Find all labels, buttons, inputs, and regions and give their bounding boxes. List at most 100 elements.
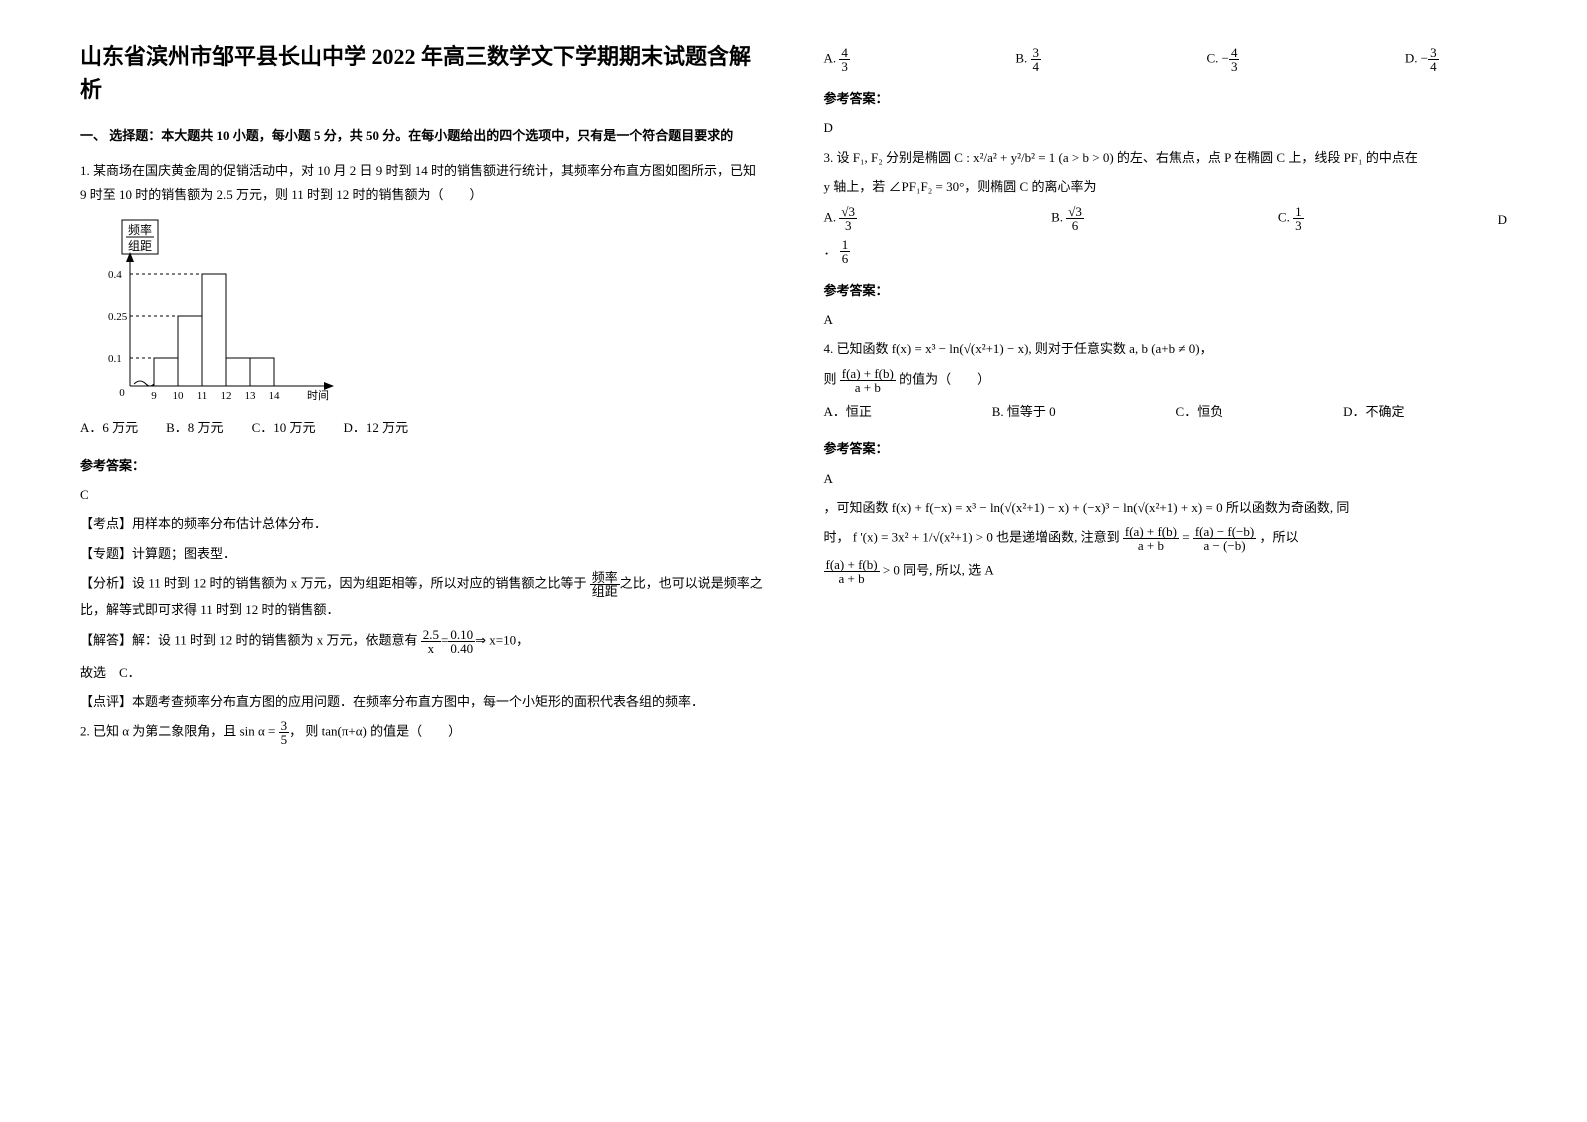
q1-options: A．6 万元 B．8 万元 C．10 万元 D．12 万元 <box>80 416 764 439</box>
q2-opt-c-label: C. <box>1206 50 1218 65</box>
q4-e2a: 时， <box>824 530 850 545</box>
q4-opt-c: C．恒负 <box>1176 400 1224 423</box>
q3-a-num: √3 <box>839 205 857 219</box>
q3-formula: C : x²/a² + y²/b² = 1 (a > b > 0) <box>954 150 1113 165</box>
q2-b-num: 3 <box>1031 46 1042 60</box>
q3-line1: 3. 设 F₁, F₂ 分别是椭圆 C : x²/a² + y²/b² = 1 … <box>824 146 1508 169</box>
q1-opt-c: C．10 万元 <box>252 416 316 439</box>
q4-opt-a: A．恒正 <box>824 400 872 423</box>
q1-opt-b: B．8 万元 <box>166 416 223 439</box>
q4-e2c: ，所以 <box>1256 530 1298 545</box>
q1-a4b: ， <box>516 632 529 647</box>
q4-answer: A <box>824 467 1508 490</box>
chart-ytick: 0.25 <box>108 311 128 323</box>
q2-opt-b-label: B. <box>1015 50 1027 65</box>
q2-sin: sin α = <box>240 724 279 739</box>
q4-opt-d: D．不确定 <box>1343 400 1404 423</box>
chart-xtick: 11 <box>197 390 208 402</box>
q1-text: 1. 某商场在国庆黄金周的促销活动中，对 10 月 2 日 9 时到 14 时的… <box>80 159 764 206</box>
q2-a-den: 3 <box>839 60 850 73</box>
q3-c-den: 3 <box>1293 219 1304 232</box>
ratio-num: 频率 <box>590 571 620 585</box>
q2-sin-num: 3 <box>279 719 290 733</box>
q4-line1: 4. 已知函数 f(x) = x³ − ln(√(x²+1) − x), 则对于… <box>824 337 1508 360</box>
q2-opt-b: B. 34 <box>1015 46 1041 73</box>
q4-answer-label: 参考答案： <box>824 437 1508 460</box>
q3-a-label: A. <box>824 209 837 224</box>
q3-dot: ． <box>824 242 837 257</box>
q3-options: A. √33 B. √36 C. 13 D <box>824 205 1508 232</box>
q4-t2: 则 <box>824 371 840 386</box>
q4-e3-gt: > 0 <box>880 563 900 578</box>
q2-opt-a: A. 43 <box>824 46 850 73</box>
solve-l-num: 2.5 <box>421 628 441 642</box>
solve-eq-mid: = <box>441 632 448 647</box>
chart-xlabel: 时间 <box>307 389 329 402</box>
chart-origin: 0 <box>119 387 125 399</box>
solve-frac-r: 0.10 0.40 <box>448 628 475 655</box>
chart-xtick: 12 <box>221 390 232 402</box>
q1-a3a: 【分析】设 11 时到 12 时的销售额为 x 万元，因为组距相等，所以对应的销… <box>80 576 587 591</box>
q4-exp2: 时， f '(x) = 3x² + 1/√(x²+1) > 0 也是递增函数, … <box>824 525 1508 552</box>
q2-opt-c: C. −43 <box>1206 46 1239 73</box>
q2-answer-label: 参考答案： <box>824 87 1508 110</box>
q2-c-num: 4 <box>1229 46 1240 60</box>
ratio-frac: 频率 组距 <box>590 571 620 598</box>
q1-a4a: 【解答】解：设 11 时到 12 时的销售额为 x 万元，依题意有 <box>80 632 418 647</box>
solve-l-den: x <box>421 642 441 655</box>
section-heading: 一、 选择题：本大题共 10 小题，每小题 5 分，共 50 分。在每小题给出的… <box>80 124 764 147</box>
q4-opt-b: B. 恒等于 0 <box>992 400 1056 423</box>
chart-xtick: 14 <box>269 390 281 402</box>
q3-t2: 的左、右焦点，点 P 在椭圆 C 上，线段 PF₁ 的中点在 <box>1117 150 1418 165</box>
q3-answer: A <box>824 308 1508 331</box>
q3-d-num: 1 <box>840 238 851 252</box>
q2-a-num: 4 <box>839 46 850 60</box>
q1-a5: 故选 C． <box>80 661 764 684</box>
q1-answer: C <box>80 483 764 506</box>
q1-answer-label: 参考答案： <box>80 454 764 477</box>
q4-e2-fracR: f(a) − f(−b) a − (−b) <box>1193 525 1256 552</box>
q4-e2-fracL: f(a) + f(b) a + b <box>1123 525 1179 552</box>
q2-d-den: 4 <box>1428 60 1439 73</box>
q3-t1: 3. 设 F₁, F₂ 分别是椭圆 <box>824 150 955 165</box>
q4-frac-num: f(a) + f(b) <box>840 367 896 381</box>
q3-opt-a: A. √33 <box>824 205 858 232</box>
q2-opt-d-label: D. <box>1405 50 1418 65</box>
q4-e2l-num: f(a) + f(b) <box>1123 525 1179 539</box>
q4-e3b: 同号, 所以, 选 A <box>903 563 994 578</box>
chart-xtick: 10 <box>173 390 185 402</box>
q2-mid: ， 则 tan(π+α) 的值是（ ） <box>289 724 461 739</box>
q4-frac: f(a) + f(b) a + b <box>840 367 896 394</box>
q4-e2l-den: a + b <box>1123 539 1179 552</box>
doc-title: 山东省滨州市邹平县长山中学 2022 年高三数学文下学期期末试题含解析 <box>80 40 764 106</box>
chart-xtick: 13 <box>245 390 257 402</box>
q3-c-label: C. <box>1278 209 1290 224</box>
q2-sin-den: 5 <box>279 733 290 746</box>
q4-exp3: f(a) + f(b) a + b > 0 同号, 所以, 选 A <box>824 558 1508 585</box>
q4-options: A．恒正 B. 恒等于 0 C．恒负 D．不确定 <box>824 400 1405 423</box>
q3-d-den: 6 <box>840 252 851 265</box>
q3-answer-label: 参考答案： <box>824 279 1508 302</box>
q3-opt-c: C. 13 <box>1278 205 1304 232</box>
q3-line2: y 轴上，若 ∠PF₁F₂ = 30°，则椭圆 C 的离心率为 <box>824 175 1508 198</box>
q1-opt-d: D．12 万元 <box>343 416 408 439</box>
q4-e3-frac: f(a) + f(b) a + b <box>824 558 880 585</box>
q2-prefix: 2. 已知 α 为第二象限角，且 <box>80 724 240 739</box>
q3-opt-d-row2: ． 16 <box>824 238 1508 265</box>
q3-c-num: 1 <box>1293 205 1304 219</box>
q1-solve: 【解答】解：设 11 时到 12 时的销售额为 x 万元，依题意有 2.5 x … <box>80 628 764 655</box>
q4-e2mid: = <box>1179 530 1193 545</box>
q4-e2b: 也是递增函数, 注意到 <box>996 530 1123 545</box>
solve-r-den: 0.40 <box>448 642 475 655</box>
q2-c-den: 3 <box>1229 60 1240 73</box>
q4-frac-den: a + b <box>840 381 896 394</box>
chart-ylabel-top: 频率 <box>128 222 152 237</box>
q3-b-num: √3 <box>1066 205 1084 219</box>
chart-ytick: 0.4 <box>108 269 122 281</box>
q1-chart: 频率 组距 0 0.1 0.25 0.4 9 <box>80 216 350 406</box>
q1-opt-a: A．6 万元 <box>80 416 138 439</box>
solve-frac-l: 2.5 x <box>421 628 441 655</box>
q2-options: A. 43 B. 34 C. −43 D. −34 <box>824 46 1439 73</box>
chart-ytick: 0.1 <box>108 353 122 365</box>
right-column: A. 43 B. 34 C. −43 D. −34 参考答案： D 3. 设 F… <box>824 40 1508 752</box>
